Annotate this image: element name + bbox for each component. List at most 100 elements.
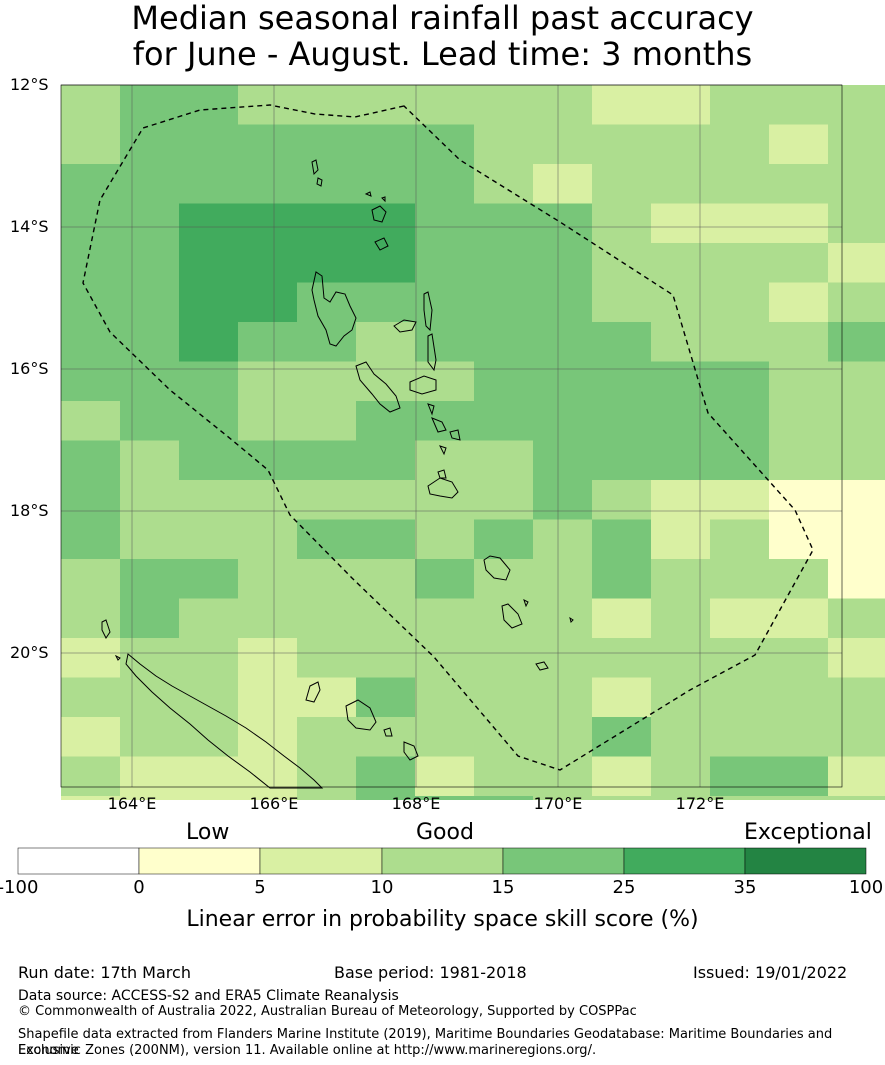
- grid-cell: [533, 282, 593, 323]
- grid-cell: [61, 440, 121, 481]
- colorbar-tick: 5: [254, 877, 266, 898]
- lat-label-12s: 12°S: [10, 75, 49, 94]
- grid-cell: [710, 85, 770, 125]
- grid-cell: [297, 85, 357, 125]
- grid-cell: [592, 322, 652, 362]
- espiritu-santo: [311, 271, 357, 347]
- grid-cell: [238, 440, 298, 481]
- mare: [383, 727, 393, 737]
- data-source: Data source: ACCESS-S2 and ERA5 Climate …: [18, 988, 399, 1004]
- grid-cell: [533, 243, 593, 283]
- grid-cell: [238, 203, 298, 244]
- pentecost: [427, 333, 437, 372]
- grid-cell: [238, 638, 298, 678]
- grid-cell: [651, 282, 711, 323]
- grid-cell: [61, 519, 121, 560]
- grid-cell: [769, 638, 829, 678]
- grid-cell: [474, 756, 534, 797]
- grid-cell: [297, 796, 357, 800]
- grid-cell: [415, 519, 475, 560]
- grid-cell: [120, 717, 180, 757]
- grid-cell: [238, 717, 298, 757]
- grid-cell: [120, 638, 180, 678]
- rainfall-accuracy-map: [60, 84, 885, 800]
- aniwa: [523, 599, 529, 608]
- grid-cell: [533, 796, 593, 800]
- new-caledonia: [125, 653, 324, 789]
- grid-cell: [297, 519, 357, 560]
- grid-cell: [120, 282, 180, 323]
- graticule: [61, 84, 842, 787]
- map-title-line-1: Median seasonal rainfall past accuracy: [131, 0, 754, 37]
- grid-cell: [533, 756, 593, 797]
- grid-cell: [415, 85, 475, 125]
- grid-cell: [592, 203, 652, 244]
- grid-cell: [415, 164, 475, 204]
- grid-cell: [356, 124, 416, 165]
- grid-cell: [710, 677, 770, 718]
- grid-cell: [592, 440, 652, 481]
- grid-cell: [533, 638, 593, 678]
- futuna: [569, 616, 574, 623]
- grid-cell: [828, 559, 885, 599]
- grid-cell: [828, 282, 885, 323]
- grid-cell: [710, 361, 770, 402]
- copyright: © Commonwealth of Australia 2022, Austra…: [18, 1004, 637, 1019]
- grid-cell: [474, 361, 534, 402]
- grid-cell: [474, 559, 534, 599]
- colorbar-swatches: [17, 847, 867, 875]
- grid-cell: [651, 85, 711, 125]
- grid-cell: [179, 598, 239, 639]
- grid-cell: [828, 796, 885, 800]
- grid-cell: [415, 717, 475, 757]
- grid-cell: [769, 677, 829, 718]
- grid-cell: [828, 124, 885, 165]
- emae: [437, 469, 447, 479]
- lon-label-170e: 170°E: [533, 794, 583, 813]
- grid-cell: [474, 519, 534, 560]
- base-period: Base period: 1981-2018: [334, 963, 527, 982]
- grid-cell: [710, 796, 770, 800]
- grid-cell: [61, 401, 121, 441]
- grid-cell: [592, 559, 652, 599]
- grid-cell: [415, 598, 475, 639]
- grid-cell: [297, 322, 357, 362]
- grid-cell: [356, 559, 416, 599]
- grid-cell: [120, 164, 180, 204]
- colorbar-tick: 100: [848, 877, 884, 898]
- grid-cell: [297, 480, 357, 520]
- paama: [427, 403, 435, 416]
- grid-cell: [61, 124, 121, 165]
- tiga: [403, 741, 419, 761]
- grid-cell: [769, 756, 829, 797]
- grid-cell: [179, 756, 239, 797]
- issued-date: Issued: 19/01/2022: [693, 963, 848, 982]
- grid-cell: [769, 559, 829, 599]
- grid-cell: [474, 124, 534, 165]
- grid-cell: [651, 598, 711, 639]
- grid-cell: [651, 756, 711, 797]
- colorbar-tick: 15: [491, 877, 515, 898]
- grid-cell: [769, 598, 829, 639]
- grid-cell: [238, 124, 298, 165]
- grid-cell: [474, 480, 534, 520]
- grid-cell: [297, 282, 357, 323]
- grid-cell: [710, 717, 770, 757]
- grid-cell: [61, 85, 121, 125]
- skill-score-grid: [61, 85, 885, 800]
- grid-cell: [769, 401, 829, 441]
- grid-cell: [356, 361, 416, 402]
- grid-cell: [474, 677, 534, 718]
- grid-cell: [120, 401, 180, 441]
- grid-cell: [710, 638, 770, 678]
- grid-cell: [474, 796, 534, 800]
- category-low: Low: [186, 820, 230, 845]
- grid-cell: [61, 638, 121, 678]
- colorbar-tick: 0: [133, 877, 145, 898]
- grid-cell: [356, 756, 416, 797]
- grid-cell: [179, 559, 239, 599]
- grid-cell: [828, 440, 885, 481]
- grid-cell: [651, 677, 711, 718]
- grid-cell: [61, 164, 121, 204]
- grid-cell: [474, 203, 534, 244]
